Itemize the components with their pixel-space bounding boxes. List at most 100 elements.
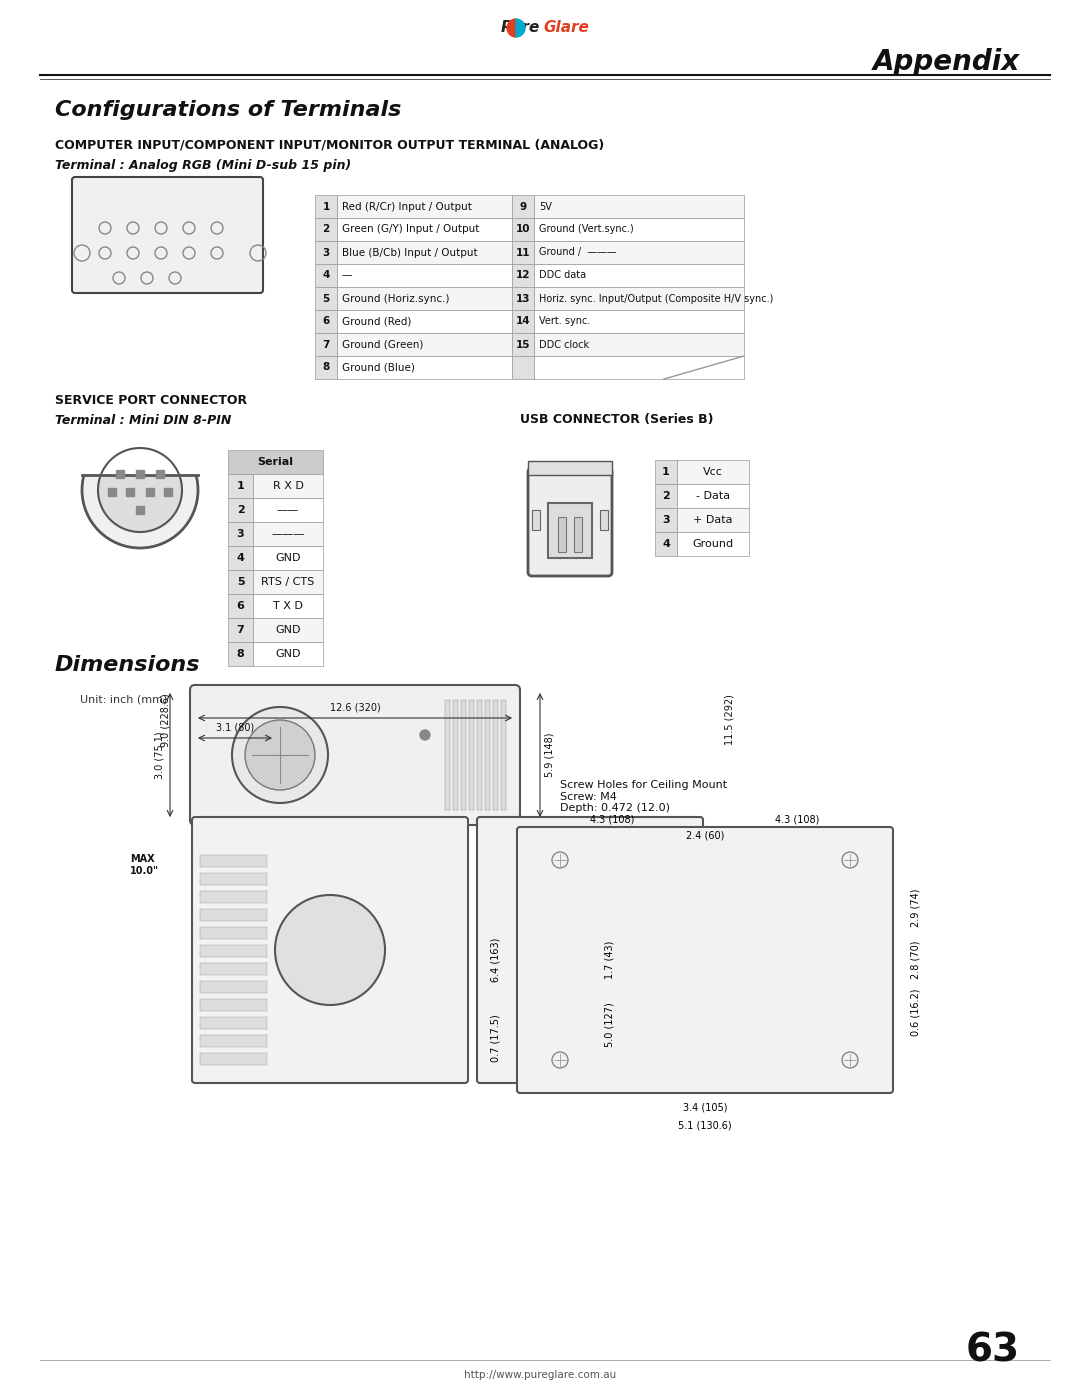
Text: Ground (Horiz.sync.): Ground (Horiz.sync.) (342, 293, 449, 303)
Text: 2: 2 (662, 490, 670, 502)
Text: 6.4 (163): 6.4 (163) (490, 937, 500, 982)
Text: 1: 1 (322, 201, 329, 211)
Text: Ground (Red): Ground (Red) (342, 317, 411, 327)
FancyBboxPatch shape (477, 817, 703, 1083)
Bar (512, 286, 534, 310)
FancyBboxPatch shape (72, 177, 264, 293)
Bar (534, 264, 744, 286)
Text: Blue (B/Cb) Input / Output: Blue (B/Cb) Input / Output (342, 247, 477, 257)
Text: 5.0 (127): 5.0 (127) (605, 1003, 615, 1048)
Bar (156, 469, 164, 478)
Bar (200, 981, 267, 993)
Text: 2: 2 (237, 504, 244, 515)
Text: 5: 5 (237, 577, 244, 587)
Bar (654, 532, 677, 556)
Bar (337, 264, 512, 286)
Text: 4: 4 (662, 539, 670, 549)
Bar (677, 532, 750, 556)
Bar (315, 332, 337, 356)
Bar (677, 460, 750, 483)
Text: 4.3 (108): 4.3 (108) (775, 814, 820, 826)
Circle shape (275, 895, 384, 1004)
Bar (200, 891, 267, 902)
Text: 1.7 (43): 1.7 (43) (605, 940, 615, 979)
Bar (558, 517, 566, 552)
Circle shape (245, 719, 315, 789)
Bar (315, 356, 337, 379)
Text: Appendix: Appendix (873, 47, 1020, 75)
Text: Ground (Vert.sync.): Ground (Vert.sync.) (539, 225, 634, 235)
Bar (315, 196, 337, 218)
Bar (469, 700, 474, 810)
Text: R X D: R X D (272, 481, 303, 490)
Text: 10: 10 (516, 225, 530, 235)
Bar (512, 196, 534, 218)
Text: 3.4 (105): 3.4 (105) (683, 1104, 727, 1113)
Bar (512, 264, 534, 286)
Text: 2: 2 (322, 225, 329, 235)
Bar (200, 1053, 267, 1065)
Bar (253, 594, 323, 617)
Text: 3: 3 (662, 515, 670, 525)
Text: 12.6 (320): 12.6 (320) (329, 703, 380, 712)
Text: 2.4 (60): 2.4 (60) (686, 830, 725, 840)
Bar (146, 488, 154, 496)
Text: Pure: Pure (501, 21, 540, 35)
Bar (512, 356, 534, 379)
Text: 14: 14 (515, 317, 530, 327)
Text: DDC data: DDC data (539, 271, 586, 281)
Text: 2.8 (70): 2.8 (70) (910, 940, 920, 979)
FancyBboxPatch shape (517, 827, 893, 1092)
Bar (200, 1035, 267, 1046)
Text: Dimensions: Dimensions (55, 655, 201, 675)
Bar (534, 310, 744, 332)
Bar (337, 332, 512, 356)
Text: 9: 9 (519, 201, 527, 211)
Text: 4: 4 (322, 271, 329, 281)
Bar (677, 509, 750, 532)
Circle shape (420, 731, 430, 740)
Bar (126, 488, 134, 496)
Text: T X D: T X D (273, 601, 302, 610)
Text: 8: 8 (237, 650, 244, 659)
Text: 7: 7 (322, 339, 329, 349)
Bar (200, 909, 267, 921)
Text: Horiz. sync. Input/Output (Composite H/V sync.): Horiz. sync. Input/Output (Composite H/V… (539, 293, 773, 303)
Text: Terminal : Analog RGB (Mini D-sub 15 pin): Terminal : Analog RGB (Mini D-sub 15 pin… (55, 158, 351, 172)
Bar (228, 570, 253, 594)
Text: Ground: Ground (692, 539, 733, 549)
Bar (677, 483, 750, 509)
Bar (108, 488, 116, 496)
Text: 11.5 (292): 11.5 (292) (725, 694, 735, 746)
Text: Green (G/Y) Input / Output: Green (G/Y) Input / Output (342, 225, 480, 235)
Bar (228, 522, 253, 546)
Bar (534, 196, 744, 218)
Bar (534, 356, 744, 379)
Text: GND: GND (275, 553, 300, 563)
Text: Ground /  ———: Ground / ——— (539, 247, 617, 257)
Text: —: — (342, 271, 352, 281)
Bar (315, 286, 337, 310)
Text: 15: 15 (516, 339, 530, 349)
Bar (116, 469, 124, 478)
Text: 4: 4 (237, 553, 244, 563)
Bar (315, 242, 337, 264)
Bar (548, 503, 592, 557)
Bar (164, 488, 172, 496)
Bar (253, 570, 323, 594)
Text: 2.9 (74): 2.9 (74) (910, 888, 920, 928)
Text: COMPUTER INPUT/COMPONENT INPUT/MONITOR OUTPUT TERMINAL (ANALOG): COMPUTER INPUT/COMPONENT INPUT/MONITOR O… (55, 138, 604, 151)
Text: 3.1 (80): 3.1 (80) (216, 722, 254, 732)
Bar (573, 517, 582, 552)
Text: Terminal : Mini DIN 8-PIN: Terminal : Mini DIN 8-PIN (55, 414, 231, 426)
Text: USB CONNECTOR (Series B): USB CONNECTOR (Series B) (519, 414, 714, 426)
Bar (228, 474, 253, 497)
Bar (200, 944, 267, 957)
Bar (337, 310, 512, 332)
Bar (253, 497, 323, 522)
Wedge shape (507, 20, 516, 36)
Bar (200, 999, 267, 1011)
FancyBboxPatch shape (192, 817, 468, 1083)
Text: Red (R/Cr) Input / Output: Red (R/Cr) Input / Output (342, 201, 472, 211)
Bar (253, 546, 323, 570)
